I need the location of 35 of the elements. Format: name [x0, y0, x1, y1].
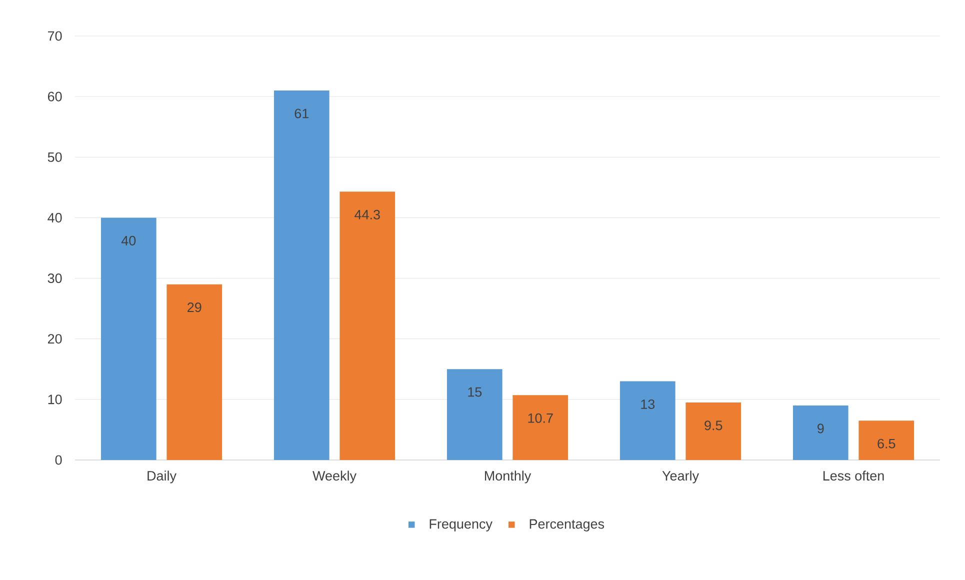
data-label: 44.3: [354, 210, 380, 220]
data-label: 29: [188, 302, 202, 312]
x-tick-label: Yearly: [662, 470, 699, 484]
y-tick-label: 70: [48, 31, 62, 41]
y-tick-label: 50: [48, 152, 62, 162]
bar: [858, 420, 914, 460]
data-label: 40: [121, 236, 136, 246]
bar: [166, 284, 222, 460]
y-tick-label: 0: [55, 455, 62, 465]
y-tick-label: 30: [48, 273, 62, 284]
bar: [340, 192, 396, 460]
y-tick-label: 20: [48, 334, 62, 344]
y-tick-label: 60: [48, 92, 62, 102]
x-tick-label: Weekly: [312, 470, 356, 484]
data-label: 9: [818, 424, 824, 434]
y-tick-label: 40: [48, 212, 62, 222]
data-label: 15: [468, 387, 482, 397]
legend-label: Frequency: [430, 519, 492, 532]
bar: [792, 405, 848, 460]
x-tick-label: Daily: [148, 470, 176, 484]
x-tick-label: Less often: [823, 470, 884, 481]
data-label: 13: [641, 399, 655, 409]
legend-label: Percentages: [530, 519, 604, 532]
data-label: 61: [294, 108, 308, 118]
bar: [100, 218, 156, 460]
x-tick-label: Monthly: [484, 470, 532, 484]
data-label: 9.5: [704, 420, 722, 430]
bar: [620, 381, 676, 460]
y-tick-label: 10: [48, 394, 62, 404]
bar: [686, 402, 742, 460]
data-label: 10.7: [528, 413, 553, 423]
data-label: 6.5: [878, 438, 896, 448]
bar: [274, 90, 330, 460]
bar: [446, 369, 502, 460]
bar: [512, 395, 568, 460]
